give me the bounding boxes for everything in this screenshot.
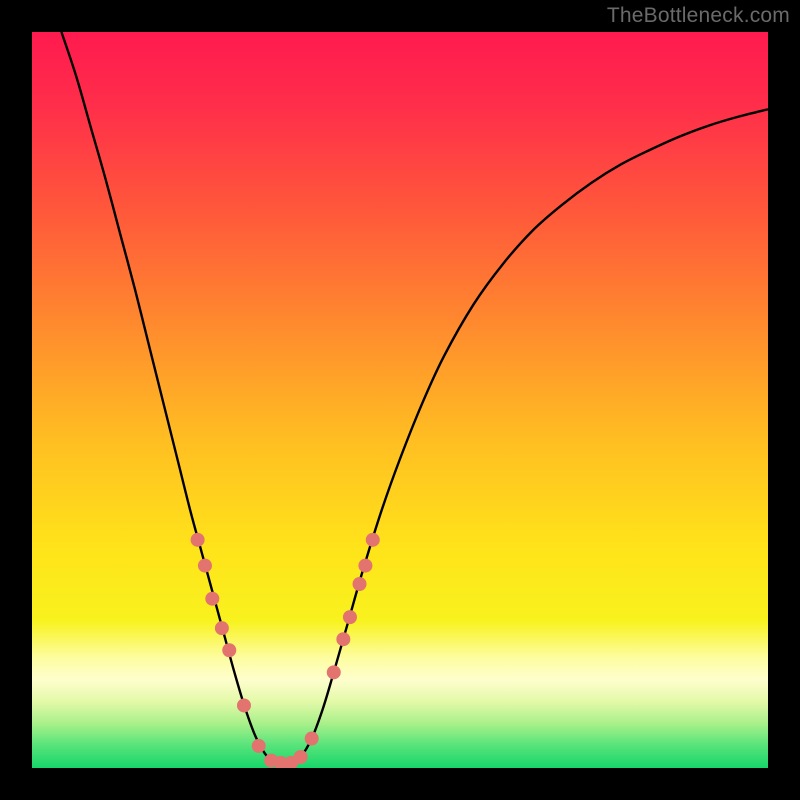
marker-point xyxy=(358,559,372,573)
marker-point xyxy=(222,643,236,657)
gradient-background xyxy=(32,32,768,768)
bottleneck-chart xyxy=(0,0,800,800)
marker-point xyxy=(191,533,205,547)
marker-point xyxy=(343,610,357,624)
watermark-text: TheBottleneck.com xyxy=(607,4,790,28)
marker-point xyxy=(353,577,367,591)
marker-point xyxy=(252,739,266,753)
marker-point xyxy=(215,621,229,635)
marker-point xyxy=(327,665,341,679)
chart-frame: TheBottleneck.com xyxy=(0,0,800,800)
marker-point xyxy=(305,732,319,746)
marker-point xyxy=(198,559,212,573)
marker-point xyxy=(366,533,380,547)
marker-point xyxy=(205,592,219,606)
marker-point xyxy=(336,632,350,646)
marker-point xyxy=(237,698,251,712)
marker-point xyxy=(294,750,308,764)
